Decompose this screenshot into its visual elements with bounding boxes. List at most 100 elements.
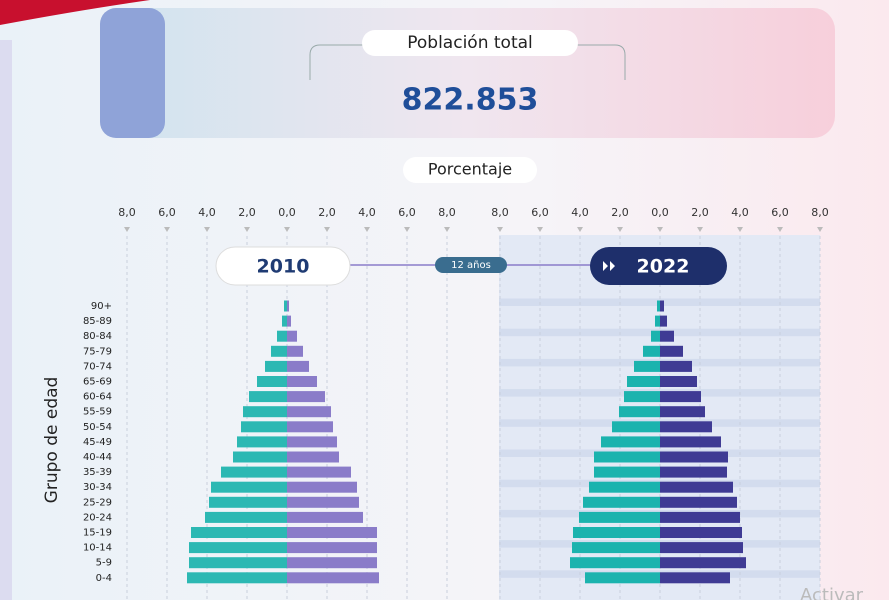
bar [660, 436, 721, 447]
bar [660, 572, 730, 583]
bar [660, 452, 728, 463]
bar [205, 512, 287, 523]
y-axis-label: Grupo de edad [42, 377, 62, 504]
bar [237, 436, 287, 447]
bar [287, 391, 325, 402]
x-tick-label: 2,0 [611, 206, 629, 219]
watermark: Activar [800, 585, 864, 600]
bar [651, 331, 660, 342]
bar [287, 572, 379, 583]
bar [287, 482, 357, 493]
bar [191, 527, 287, 538]
bar [282, 316, 287, 327]
bar [287, 436, 337, 447]
chart-title: 2010 [257, 256, 310, 278]
x-tick-label: 8,0 [438, 206, 456, 219]
bar [241, 421, 287, 432]
bar [589, 482, 660, 493]
bar [594, 452, 660, 463]
bar [660, 346, 683, 357]
y-tick-label: 90+ [91, 301, 112, 312]
x-tick-label: 6,0 [531, 206, 549, 219]
bar [660, 391, 701, 402]
y-tick-label: 75-79 [83, 346, 112, 357]
x-tick-label: 0,0 [651, 206, 669, 219]
y-tick-label: 20-24 [83, 512, 112, 523]
bar [660, 331, 674, 342]
bar [209, 497, 287, 508]
bar [277, 331, 287, 342]
bar [287, 331, 297, 342]
bar [189, 557, 287, 568]
x-tick-label: 4,0 [198, 206, 216, 219]
bar [570, 557, 660, 568]
bar [271, 346, 287, 357]
bar [660, 361, 692, 372]
bar [612, 421, 660, 432]
x-tick-label: 6,0 [771, 206, 789, 219]
bar [233, 452, 287, 463]
y-tick-label: 50-54 [83, 422, 112, 433]
bar [660, 376, 697, 387]
bar [249, 391, 287, 402]
bar [660, 512, 740, 523]
bar [287, 376, 317, 387]
bar [287, 346, 303, 357]
y-tick-label: 55-59 [83, 407, 112, 418]
bar [660, 557, 746, 568]
bar [257, 376, 287, 387]
x-tick-label: 4,0 [358, 206, 376, 219]
y-tick-label: 40-44 [83, 452, 112, 463]
bar [634, 361, 660, 372]
y-tick-label: 0-4 [96, 573, 112, 584]
interval-label: 12 años [451, 260, 491, 271]
bar [572, 542, 660, 553]
x-tick-label: 8,0 [491, 206, 509, 219]
y-tick-label: 25-29 [83, 497, 112, 508]
x-tick-label: 4,0 [731, 206, 749, 219]
y-tick-label: 60-64 [83, 392, 112, 403]
bar [287, 467, 351, 478]
bar [287, 406, 331, 417]
y-tick-label: 35-39 [83, 467, 112, 478]
header-title: Población total [407, 33, 533, 53]
bar [284, 301, 287, 312]
bar [585, 572, 660, 583]
x-tick-label: 2,0 [238, 206, 256, 219]
bar [287, 316, 291, 327]
bar [287, 361, 309, 372]
sidebar [0, 40, 12, 600]
bar [287, 452, 339, 463]
bar [627, 376, 660, 387]
bar [287, 542, 377, 553]
bar [643, 346, 660, 357]
bar [243, 406, 287, 417]
y-tick-label: 30-34 [83, 482, 112, 493]
bar [660, 467, 727, 478]
bar [660, 406, 705, 417]
x-tick-label: 6,0 [158, 206, 176, 219]
chart-title: 2022 [637, 256, 690, 278]
y-tick-label: 15-19 [83, 528, 112, 539]
bar [287, 421, 333, 432]
bar [660, 421, 712, 432]
bar [660, 482, 733, 493]
bar [660, 316, 667, 327]
bar [601, 436, 660, 447]
bar [187, 572, 287, 583]
header-image [100, 8, 165, 138]
bar [221, 467, 287, 478]
x-tick-label: 2,0 [691, 206, 709, 219]
x-tick-label: 0,0 [278, 206, 296, 219]
bar [579, 512, 660, 523]
bar [660, 301, 664, 312]
bar [657, 301, 660, 312]
header-total: 822.853 [402, 83, 539, 118]
x-tick-label: 8,0 [811, 206, 829, 219]
bar [189, 542, 287, 553]
bar [265, 361, 287, 372]
page: Población total 822.853 Porcentaje Grupo… [0, 0, 889, 600]
x-tick-label: 8,0 [118, 206, 136, 219]
bar [583, 497, 660, 508]
bar [660, 497, 737, 508]
